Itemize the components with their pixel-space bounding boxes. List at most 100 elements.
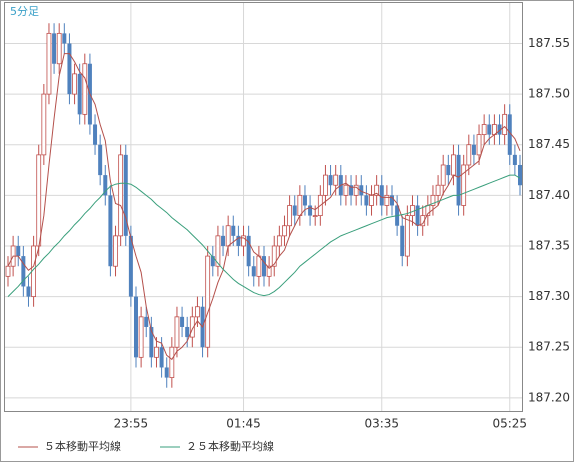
candle-body [67, 43, 72, 95]
candle-body [312, 215, 318, 218]
candle-body [62, 33, 67, 44]
candle-body [349, 185, 354, 196]
moving-average-line [7, 53, 521, 361]
plot-frame [4, 2, 523, 412]
candle-body [26, 286, 31, 297]
candle-body [266, 265, 272, 277]
candle-body [5, 265, 11, 277]
candle-body [497, 124, 502, 135]
candle-body [215, 235, 221, 267]
candle-body [108, 195, 113, 267]
candle-body [276, 235, 282, 247]
candle-body [93, 124, 98, 145]
candle-body [134, 296, 138, 358]
candle-body [82, 63, 88, 115]
candle-body [256, 255, 262, 277]
candle-body [456, 154, 461, 206]
candle-body [487, 124, 492, 135]
candle-body [282, 225, 287, 237]
candle-body [16, 245, 21, 257]
candle-body [481, 124, 487, 136]
candle-body [333, 174, 339, 186]
candle-body [41, 93, 47, 156]
candle-body [476, 134, 482, 156]
candle-body [379, 185, 384, 206]
candle-body [415, 205, 420, 226]
candle-body [138, 316, 144, 358]
y-tick-label: 187.45 [528, 137, 570, 151]
candle-body [195, 306, 200, 318]
candle-body [323, 174, 328, 196]
candle-body [518, 164, 522, 186]
candle-body [236, 235, 241, 246]
candle-body [241, 235, 246, 247]
candle-body [21, 256, 26, 287]
candle-body [149, 326, 154, 358]
candle-body [359, 185, 364, 196]
candle-body [302, 195, 307, 206]
candle-body [343, 184, 349, 196]
y-tick-label: 187.50 [528, 87, 570, 101]
candle-body [502, 113, 508, 136]
candle-body [440, 164, 446, 186]
candle-body [159, 347, 164, 368]
x-tick-label: 01:45 [226, 417, 261, 431]
candle-body [471, 144, 476, 155]
x-tick-label: 05:25 [492, 417, 527, 431]
candle-body [185, 326, 190, 338]
y-tick-label: 187.40 [528, 188, 570, 202]
candle-body [271, 245, 277, 267]
candle-body [374, 184, 380, 196]
candle-body [390, 195, 394, 206]
candle-body [451, 154, 456, 176]
candle-body [430, 194, 436, 206]
candle-body [164, 367, 169, 378]
candle-body [144, 316, 149, 327]
candle-body [231, 225, 236, 236]
candle-body [221, 235, 226, 246]
legend-label: ５本移動平均線 [44, 439, 121, 453]
y-tick-label: 187.25 [528, 340, 570, 354]
candle-body [77, 73, 82, 115]
candle-body [262, 256, 266, 277]
candle-body [292, 205, 297, 216]
candle-body [512, 154, 517, 165]
candle-body [56, 32, 62, 65]
candle-body [369, 194, 374, 206]
candle-body [400, 225, 405, 257]
candle-body [507, 114, 512, 155]
candle-body [98, 144, 103, 176]
candle-body [113, 235, 118, 267]
candle-body [210, 256, 215, 267]
candle-body [364, 195, 369, 206]
x-tick-label: 23:55 [114, 417, 149, 431]
moving-average-line [7, 174, 521, 297]
y-tick-label: 187.55 [528, 36, 570, 50]
candle-body [328, 175, 333, 186]
candle-body [103, 175, 108, 196]
candle-body [466, 144, 472, 166]
candle-body [287, 205, 293, 227]
candle-body [174, 316, 180, 348]
candle-body [353, 184, 359, 196]
candle-body [225, 225, 231, 247]
candle-body [169, 346, 175, 378]
candle-body [46, 32, 52, 95]
y-tick-label: 187.35 [528, 238, 570, 252]
legend-label: ２５本移動平均線 [186, 439, 274, 453]
candle-body [128, 235, 133, 297]
candle-body [446, 164, 451, 176]
y-tick-label: 187.20 [528, 390, 570, 404]
candle-body [461, 164, 467, 206]
candle-body [52, 33, 57, 64]
candle-body [205, 255, 211, 348]
candle-body [154, 346, 159, 358]
x-tick-label: 03:35 [364, 417, 399, 431]
candle-body [36, 154, 42, 247]
candle-body [72, 73, 77, 95]
y-tick-label: 187.30 [528, 289, 570, 303]
candle-body [180, 316, 185, 327]
candle-body [251, 266, 256, 277]
candle-body [435, 184, 441, 196]
